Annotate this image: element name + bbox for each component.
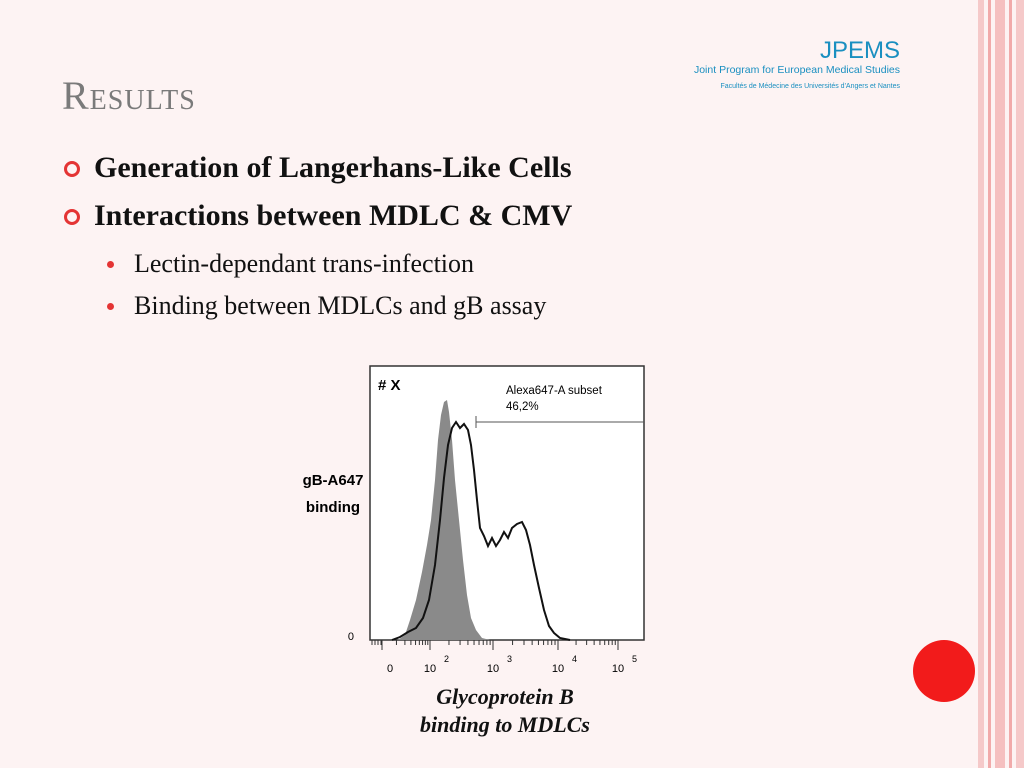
sub-bullet-text: Lectin-dependant trans-infection [134, 249, 475, 278]
x-tick-exp-4: 5 [632, 654, 637, 664]
logo-tagline: Joint Program for European Medical Studi… [694, 64, 900, 76]
x-tick-exp-2: 3 [507, 654, 512, 664]
logo-subtitle: Facultés de Médecine des Universités d'A… [720, 83, 900, 90]
caption-line1: Glycoprotein B [436, 684, 574, 709]
caption-line2: binding to MDLCs [420, 712, 590, 737]
x-tick-exp-3: 4 [572, 654, 577, 664]
bullet-text: Interactions between MDLC & CMV [94, 199, 573, 232]
plot-label: # X [378, 377, 401, 394]
figure-caption: Glycoprotein B binding to MDLCs [370, 683, 640, 739]
gate-label: Alexa647-A subset [506, 385, 603, 397]
x-tick-label-1: 10 [424, 663, 436, 675]
gate-value: 46,2% [506, 401, 539, 413]
x-axis-minor-ticks [371, 640, 619, 650]
y-axis-label-line2: binding [306, 499, 360, 516]
x-tick-label-0: 0 [387, 663, 393, 675]
jpems-logo: JPEMS Joint Program for European Medical… [694, 37, 901, 90]
bullet-ring-icon [64, 161, 80, 177]
y-tick-label: 0 [348, 631, 354, 643]
x-tick-label-2: 10 [487, 663, 499, 675]
slide-title: Results [62, 73, 196, 118]
decorative-side-stripes [978, 0, 1024, 768]
bullet-ring-icon [64, 209, 80, 225]
logo-name: JPEMS [820, 37, 900, 64]
plot-frame [369, 365, 645, 641]
sub-bullet-item: Lectin-dependant trans-infection [62, 244, 922, 284]
flow-cytometry-histogram: # X gB-A647 binding 0 Alexa647-A subset … [303, 365, 645, 675]
sub-bullet-item: Binding between MDLCs and gB assay [62, 286, 922, 326]
bullet-item: Interactions between MDLC & CMV [62, 196, 922, 236]
sub-bullet-text: Binding between MDLCs and gB assay [134, 291, 547, 320]
bullet-dot-icon [107, 303, 114, 310]
decorative-red-circle [913, 640, 975, 702]
control-histogram [398, 400, 490, 640]
bullet-text: Generation of Langerhans-Like Cells [94, 151, 572, 184]
x-tick-exp-1: 2 [444, 654, 449, 664]
x-tick-label-4: 10 [612, 663, 624, 675]
bullet-item: Generation of Langerhans-Like Cells [62, 148, 922, 188]
x-tick-labels: 0 10 2 10 3 10 4 10 5 [387, 654, 637, 675]
x-tick-label-3: 10 [552, 663, 564, 675]
y-axis-label-line1: gB-A647 [303, 472, 364, 489]
bullet-dot-icon [107, 261, 114, 268]
sample-histogram [391, 420, 571, 641]
bullet-list: Generation of Langerhans-Like Cells Inte… [62, 148, 922, 328]
